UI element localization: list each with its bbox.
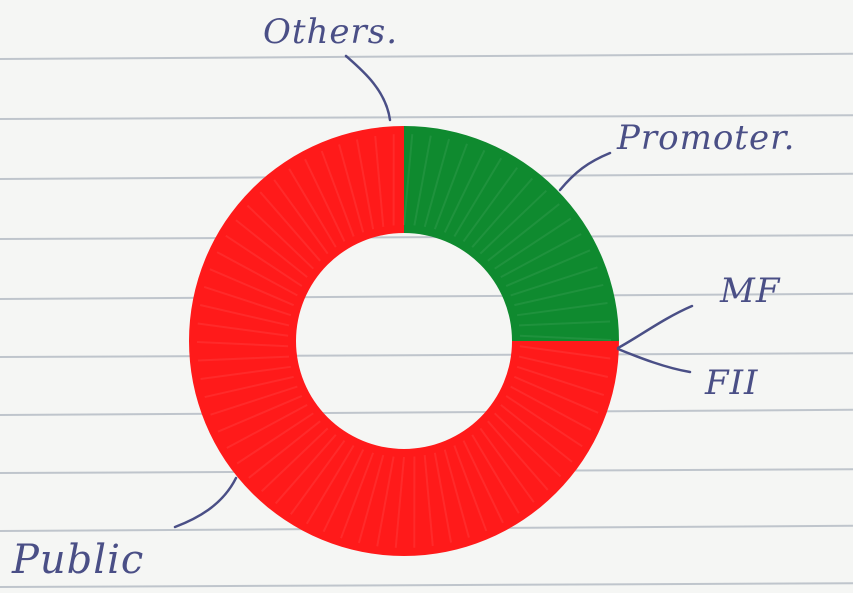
label-mf: MF <box>720 271 781 311</box>
slice-texture-stroke <box>471 177 534 248</box>
slice-texture-stroke <box>471 434 520 514</box>
slice-texture-stroke <box>462 167 518 243</box>
slice-texture-stroke <box>518 320 611 327</box>
slice-texture-stroke <box>453 157 503 238</box>
slice-texture-stroke <box>376 456 395 547</box>
slice-texture-stroke <box>259 191 321 262</box>
slice-texture-stroke <box>433 452 453 543</box>
label-public: Public <box>12 537 145 583</box>
slice-texture-stroke <box>210 385 298 416</box>
slice-texture-stroke <box>304 158 346 242</box>
slice-public <box>189 126 619 556</box>
slice-texture-stroke <box>209 268 295 307</box>
leader-line-mf <box>616 304 694 350</box>
slice-texture-stroke <box>197 322 289 337</box>
slice-texture-stroke <box>516 302 608 317</box>
slice-texture-stroke <box>274 434 337 505</box>
donut-slices <box>189 126 619 556</box>
slice-texture-stroke <box>443 149 486 233</box>
slice-texture-stroke <box>340 452 375 539</box>
slice-texture-stroke <box>494 217 572 270</box>
slice-texture-stroke <box>199 304 290 327</box>
slice-texture-stroke <box>197 355 290 362</box>
slice-texture-stroke <box>235 219 308 278</box>
slice-texture-stroke <box>394 456 405 548</box>
slice-texture-stroke <box>505 249 591 287</box>
slice-texture-stroke <box>236 412 314 465</box>
slice-texture-stroke <box>514 283 604 307</box>
slice-texture-stroke <box>500 233 582 278</box>
slice-texture-stroke <box>357 454 385 544</box>
slice-texture-stroke <box>290 439 346 515</box>
label-fii: FII <box>705 363 759 403</box>
slice-texture-stroke <box>225 234 303 287</box>
slice-texture-stroke <box>494 412 562 478</box>
slice-texture-stroke <box>246 204 314 270</box>
slice-texture-stroke <box>423 455 434 547</box>
slice-texture-stroke <box>462 440 504 524</box>
slice-texture-stroke <box>216 251 298 297</box>
slice-texture-stroke <box>505 395 583 448</box>
label-others: Others. <box>263 12 399 52</box>
label-promoter: Promoter. <box>617 118 796 158</box>
slice-texture-stroke <box>200 365 292 380</box>
slice-texture-stroke <box>305 444 355 525</box>
leader-line-promoter <box>558 151 612 192</box>
slice-texture-stroke <box>217 395 303 433</box>
slice-texture-stroke <box>196 341 289 348</box>
slice-texture-stroke <box>433 143 468 230</box>
slice-texture-stroke <box>519 345 611 360</box>
slice-texture-stroke <box>338 144 365 233</box>
slice-texture-stroke <box>374 135 385 227</box>
slice-promoter <box>404 126 619 341</box>
leader-line-public <box>173 476 238 529</box>
slice-texture-stroke <box>516 365 605 397</box>
slice-texture-stroke <box>519 334 612 341</box>
slice-texture-stroke <box>248 420 321 479</box>
slice-texture-stroke <box>510 266 598 297</box>
slice-texture-stroke <box>403 134 414 226</box>
slice-texture-stroke <box>479 189 548 255</box>
slice-texture-stroke <box>204 375 294 399</box>
leader-line-others <box>344 54 392 122</box>
slice-texture-stroke <box>487 420 549 491</box>
slice-texture-stroke <box>487 203 560 262</box>
slice-texture-stroke <box>320 150 355 237</box>
slice-texture-stroke <box>260 427 329 493</box>
slice-texture-stroke <box>518 355 609 378</box>
slice-texture-stroke <box>203 285 292 317</box>
slice-texture-stroke <box>510 385 592 431</box>
slice-texture-stroke <box>443 449 470 538</box>
slice-texture-stroke <box>355 139 375 230</box>
slice-texture-stroke <box>513 375 599 414</box>
slice-texture-stroke <box>453 445 488 532</box>
slice-texture-stroke <box>226 404 308 449</box>
leader-line-fii <box>616 347 692 374</box>
slice-texture-stroke <box>479 427 535 503</box>
slice-texture-stroke <box>288 168 337 248</box>
slice-texture-stroke <box>500 404 573 463</box>
slice-texture-stroke <box>273 179 329 255</box>
slice-texture-stroke <box>423 138 451 228</box>
slice-texture-stroke <box>413 135 432 226</box>
slice-texture-stroke <box>322 449 365 533</box>
